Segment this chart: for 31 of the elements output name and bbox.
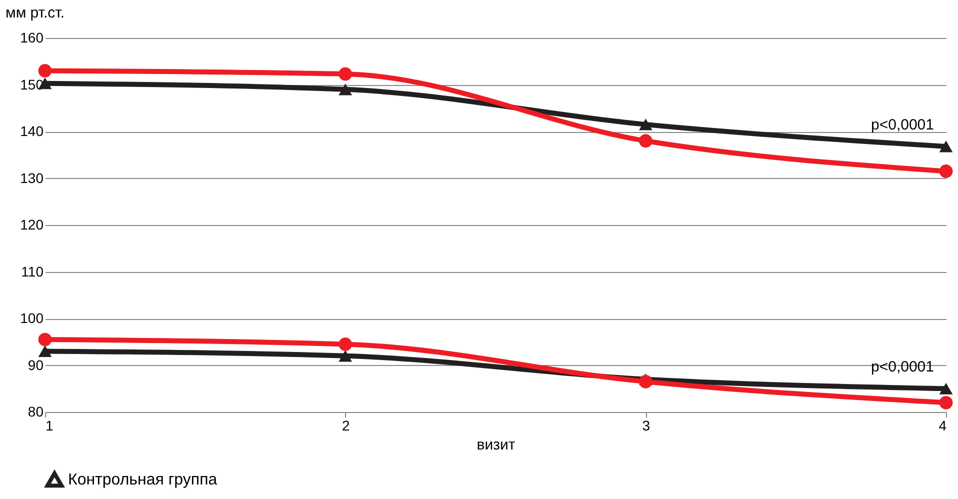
point <box>338 338 352 351</box>
point <box>338 67 352 81</box>
y-axis-title: мм рт.ст. <box>6 4 65 22</box>
y-tick-label: 160 <box>20 30 44 46</box>
x-tick-label: 3 <box>642 418 650 434</box>
point <box>939 382 953 394</box>
point <box>939 140 953 152</box>
point <box>939 396 953 410</box>
x-tick-label: 2 <box>342 418 350 434</box>
annotation: p<0,0001 <box>871 116 934 134</box>
x-tick-label: 4 <box>938 418 947 434</box>
point <box>38 345 52 358</box>
point <box>38 332 52 346</box>
y-tick-label: 140 <box>20 123 44 139</box>
point <box>638 134 652 148</box>
x-axis-title: визит <box>476 436 516 454</box>
point <box>338 84 352 96</box>
y-tick-label: 90 <box>28 356 44 373</box>
x-tick-label: 1 <box>46 418 54 434</box>
legend-label: Контрольная группа <box>68 472 218 488</box>
point <box>939 164 953 178</box>
y-tick-label: 80 <box>28 404 44 420</box>
y-tick-label: 100 <box>20 310 44 326</box>
annotation: p<0,0001 <box>871 358 934 376</box>
point <box>338 350 352 362</box>
y-tick-label: 120 <box>20 216 44 232</box>
point <box>638 374 652 388</box>
y-tick-label: 110 <box>21 263 44 280</box>
point <box>638 118 652 130</box>
point <box>38 64 52 78</box>
y-tick-label: 130 <box>20 170 44 186</box>
